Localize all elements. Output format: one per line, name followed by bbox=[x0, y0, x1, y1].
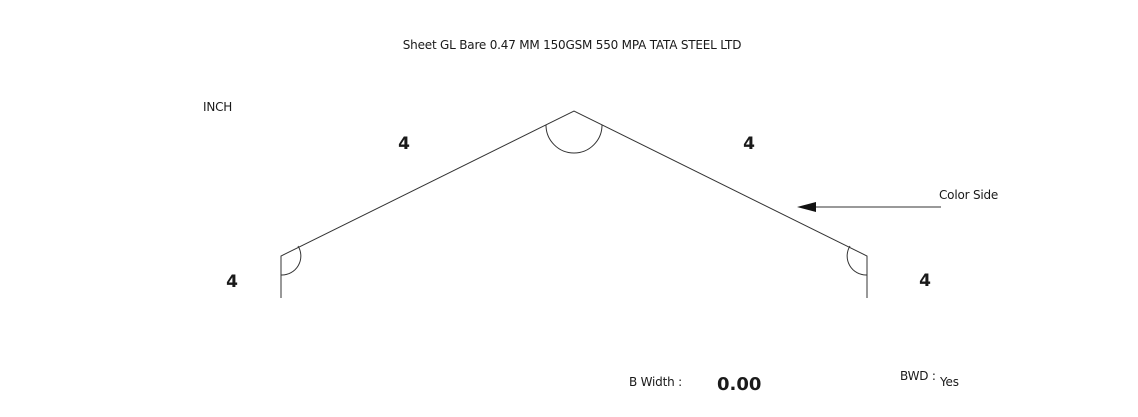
right-angle-arc bbox=[846, 245, 868, 276]
dimension-left-flange: 4 bbox=[226, 272, 238, 292]
apex-angle-arc bbox=[545, 124, 603, 154]
profile-title: Sheet GL Bare 0.47 MM 150GSM 550 MPA TAT… bbox=[402, 38, 742, 52]
b-width-label: B Width : bbox=[629, 375, 682, 389]
bwd-value: Yes bbox=[940, 375, 959, 389]
unit-label: INCH bbox=[203, 100, 233, 114]
b-width-value: 0.00 bbox=[717, 374, 762, 395]
color-side-label: Color Side bbox=[939, 188, 999, 202]
dimension-left-slope: 4 bbox=[398, 134, 410, 154]
color-side-arrowhead bbox=[797, 202, 816, 212]
dimension-right-slope: 4 bbox=[743, 134, 755, 154]
dimension-right-flange: 4 bbox=[919, 271, 931, 291]
profile-line bbox=[280, 110, 868, 298]
left-angle-arc bbox=[280, 245, 302, 276]
bwd-label: BWD : bbox=[900, 369, 936, 383]
